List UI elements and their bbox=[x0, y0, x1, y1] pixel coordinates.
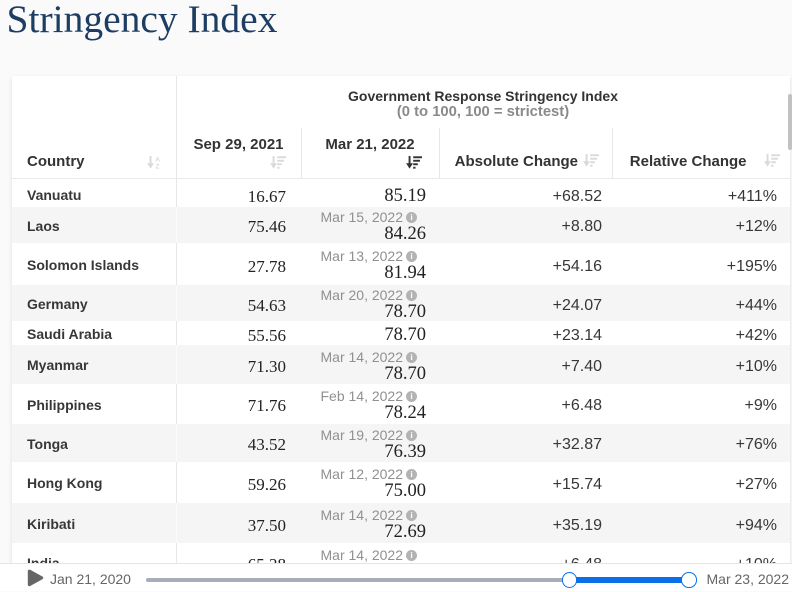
svg-text:Z: Z bbox=[155, 164, 159, 169]
svg-text:A: A bbox=[155, 157, 160, 164]
